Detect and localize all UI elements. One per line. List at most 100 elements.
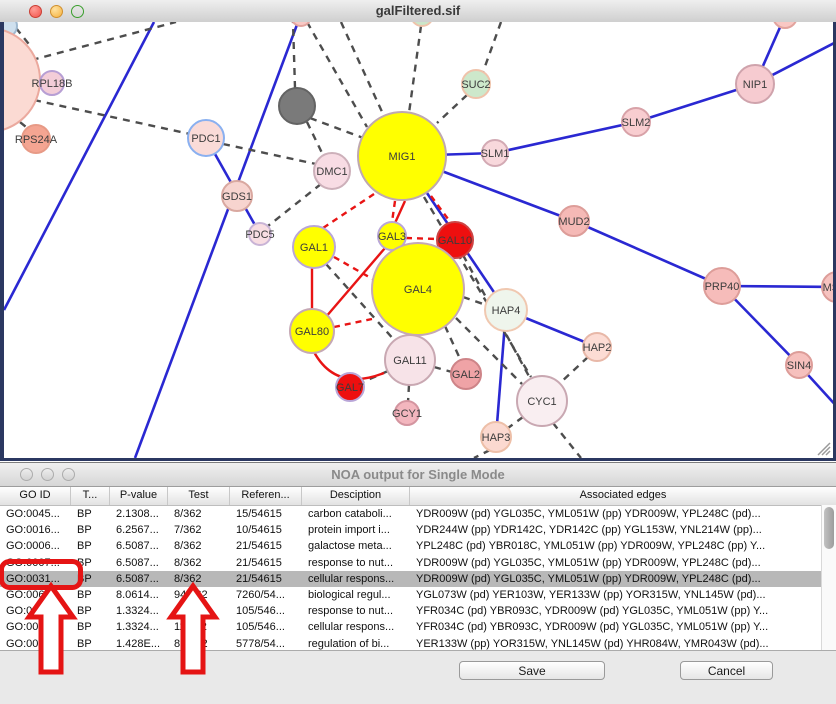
network-edge[interactable]	[405, 236, 439, 241]
network-edge[interactable]	[552, 422, 582, 458]
network-edge[interactable]	[443, 325, 463, 362]
node-HAP3[interactable]: HAP3	[480, 421, 512, 453]
column-header[interactable]: P-value	[110, 487, 168, 505]
node-GAL3[interactable]: GAL3	[377, 221, 407, 251]
node-PDC5[interactable]: PDC5	[245, 222, 275, 246]
network-edge[interactable]	[15, 27, 33, 49]
zoom-button-inactive[interactable]	[62, 468, 75, 481]
close-button-inactive[interactable]	[20, 468, 33, 481]
network-edge[interactable]	[635, 82, 756, 124]
network-edge[interactable]	[333, 317, 373, 329]
table-row[interactable]: GO:0031... BP 1.3324... 11/362 105/546... cel…	[0, 619, 836, 635]
node-GAL7[interactable]: GAL7	[335, 372, 365, 402]
node-HAP2[interactable]: HAP2	[582, 332, 612, 362]
minimize-button[interactable]	[50, 5, 63, 18]
network-edge[interactable]	[462, 295, 487, 307]
table-row[interactable]: GO:0007... BP 6.5087... 8/362 21/54615 respon…	[0, 555, 836, 571]
network-graph[interactable]: RPL18B RPS24A GDS1 PDC1 PDC5 DMC1 MIG1 SUC2 SLM1…	[4, 22, 836, 461]
node-SLM1[interactable]: SLM1	[481, 139, 510, 167]
node-MSL1[interactable]: MSL1	[821, 271, 836, 303]
node-SUC2[interactable]: SUC2	[461, 69, 491, 99]
resize-grip-icon[interactable]	[816, 441, 831, 456]
node-HAP4[interactable]: HAP4	[484, 288, 528, 332]
scrollbar-thumb[interactable]	[824, 507, 834, 549]
node-RPL18B[interactable]: RPL18B	[32, 70, 73, 96]
node-cutoff[interactable]	[773, 22, 797, 29]
node-cutoff[interactable]	[278, 87, 316, 125]
minimize-button-inactive[interactable]	[41, 468, 54, 481]
column-header[interactable]: GO ID	[0, 487, 71, 505]
table-row[interactable]: GO:0065... BP 8.0614... 94/362 7260/54... bio…	[0, 587, 836, 603]
table-cell: protein import i...	[308, 524, 390, 537]
network-edge[interactable]	[406, 384, 411, 403]
network-edge[interactable]	[4, 22, 156, 311]
network-edge[interactable]	[573, 219, 723, 288]
network-edge[interactable]	[436, 94, 468, 124]
network-edge[interactable]	[33, 98, 191, 136]
node-GAL80[interactable]: GAL80	[289, 308, 335, 354]
table-row[interactable]: GO:0050... BP 1.428E... 80/362 5778/54... reg…	[0, 636, 836, 652]
close-button[interactable]	[29, 5, 42, 18]
network-window-titlebar[interactable]: galFiltered.sif	[0, 0, 836, 23]
node-GAL11[interactable]: GAL11	[384, 334, 436, 386]
network-edge[interactable]	[339, 22, 385, 115]
column-header[interactable]: Desciption	[302, 487, 410, 505]
node-GCY1[interactable]: GCY1	[392, 400, 422, 426]
column-header[interactable]: Referen...	[230, 487, 302, 505]
network-edge[interactable]	[455, 317, 523, 385]
node-NIP1[interactable]: NIP1	[735, 64, 775, 104]
table-row[interactable]: GO:0045... BP 2.1308... 8/362 15/54615 carbon…	[0, 506, 836, 522]
table-row[interactable]: GO:0031... BP 6.5087... 8/362 21/54615 cellul…	[0, 570, 836, 587]
network-edge[interactable]	[325, 263, 397, 343]
node-PDC1[interactable]: PDC1	[187, 119, 225, 157]
network-edge[interactable]	[305, 22, 369, 128]
noa-window-titlebar[interactable]: NOA output for Single Mode	[0, 463, 836, 487]
network-edge[interactable]	[267, 183, 322, 227]
node-CYC1[interactable]: CYC1	[516, 375, 568, 427]
table-row[interactable]: GO:0016... BP 6.2567... 7/362 10/54615 protei…	[0, 522, 836, 538]
cancel-button[interactable]: Cancel	[680, 661, 773, 680]
network-edge[interactable]	[133, 22, 301, 458]
network-edge[interactable]	[305, 121, 325, 156]
network-edge[interactable]	[333, 255, 377, 283]
network-edge[interactable]	[473, 448, 491, 458]
network-edge[interactable]	[222, 142, 317, 166]
column-header[interactable]: Test	[168, 487, 230, 505]
node-GAL10[interactable]: GAL10	[436, 221, 474, 259]
network-edge[interactable]	[481, 22, 503, 73]
network-edge[interactable]	[494, 120, 637, 155]
node-MUD2[interactable]: MUD2	[558, 205, 590, 237]
column-header[interactable]: Associated edges	[579, 489, 667, 501]
node-GAL2[interactable]: GAL2	[450, 358, 482, 390]
network-edge[interactable]	[393, 200, 407, 224]
zoom-button[interactable]	[71, 5, 84, 18]
node-cutoff[interactable]	[411, 22, 433, 27]
node-DMC1[interactable]: DMC1	[313, 152, 351, 190]
node-GDS1[interactable]: GDS1	[221, 180, 253, 212]
vertical-scrollbar[interactable]	[821, 505, 836, 650]
network-edge[interactable]	[507, 416, 524, 429]
node-GAL4[interactable]: GAL4	[371, 242, 465, 336]
network-edge[interactable]	[430, 195, 452, 224]
table-row[interactable]: GO:0006... BP 6.5087... 8/362 21/54615 galact…	[0, 538, 836, 554]
network-edge[interactable]	[407, 25, 423, 114]
network-edge[interactable]	[721, 284, 836, 289]
node-cutoff[interactable]	[291, 22, 311, 27]
network-edge[interactable]	[309, 116, 367, 141]
network-edge[interactable]	[322, 193, 375, 229]
column-header[interactable]: T...	[71, 487, 110, 505]
network-edge[interactable]	[433, 365, 453, 374]
table-row[interactable]: GO:0031... BP 1.3324... 11/362 105/546... res…	[0, 603, 836, 619]
save-button[interactable]: Save	[459, 661, 605, 680]
network-edge[interactable]	[390, 200, 397, 223]
network-edge[interactable]	[559, 356, 589, 384]
network-canvas[interactable]: RPL18B RPS24A GDS1 PDC1 PDC5 DMC1 MIG1 SUC2 SLM1…	[0, 22, 836, 461]
node-SIN4[interactable]: SIN4	[785, 351, 813, 379]
node-SLM2[interactable]: SLM2	[621, 107, 651, 137]
node-MIG1[interactable]: MIG1	[357, 111, 447, 201]
node-PRP40[interactable]: PRP40	[703, 267, 741, 305]
node-GAL1[interactable]: GAL1	[292, 225, 336, 269]
network-edge[interactable]	[324, 247, 386, 319]
network-edge[interactable]	[291, 22, 297, 89]
node-RPS24A[interactable]: RPS24A	[15, 124, 58, 154]
